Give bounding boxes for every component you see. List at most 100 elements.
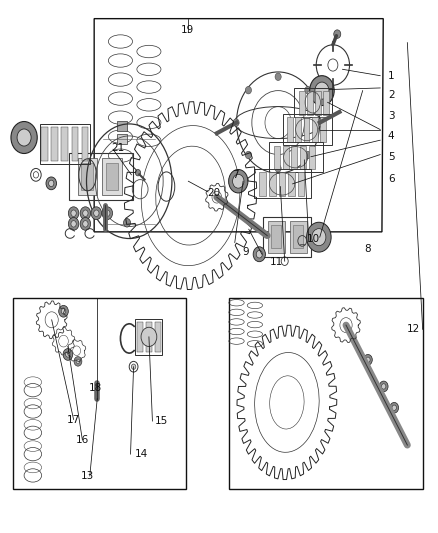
Bar — [41, 127, 48, 161]
Circle shape — [305, 86, 311, 94]
Circle shape — [71, 221, 76, 227]
Text: 2: 2 — [388, 90, 395, 100]
Circle shape — [80, 207, 91, 220]
Text: 16: 16 — [76, 435, 89, 445]
Text: 9: 9 — [242, 247, 249, 256]
Circle shape — [379, 381, 388, 392]
Bar — [294, 88, 332, 117]
Circle shape — [245, 151, 251, 159]
Text: 8: 8 — [364, 245, 371, 254]
Bar — [323, 91, 328, 115]
Circle shape — [71, 210, 76, 216]
Text: 14: 14 — [134, 449, 148, 459]
Circle shape — [83, 210, 88, 216]
Circle shape — [307, 222, 331, 252]
Bar — [320, 117, 326, 142]
Circle shape — [253, 247, 265, 262]
Circle shape — [233, 119, 239, 126]
Circle shape — [334, 30, 341, 38]
Circle shape — [17, 129, 31, 146]
Text: 7: 7 — [232, 170, 239, 180]
Circle shape — [66, 352, 70, 357]
Text: 3: 3 — [388, 111, 395, 121]
Circle shape — [94, 210, 99, 216]
Circle shape — [49, 180, 54, 187]
Bar — [155, 321, 161, 352]
Bar — [298, 172, 304, 196]
Text: 10: 10 — [307, 234, 320, 244]
Text: 12: 12 — [406, 325, 420, 334]
Text: 1: 1 — [388, 71, 395, 81]
Bar — [81, 163, 93, 190]
Circle shape — [46, 177, 57, 190]
Circle shape — [74, 357, 82, 366]
Text: 4: 4 — [388, 131, 395, 141]
Circle shape — [305, 151, 311, 159]
Bar — [299, 91, 305, 115]
Circle shape — [229, 169, 248, 193]
Circle shape — [310, 76, 334, 106]
Bar — [304, 117, 309, 142]
Circle shape — [390, 402, 399, 413]
Circle shape — [392, 405, 396, 410]
Bar — [81, 127, 88, 161]
Bar — [290, 221, 307, 253]
Text: 20: 20 — [207, 188, 220, 198]
Circle shape — [275, 73, 281, 80]
Circle shape — [102, 207, 113, 220]
Bar — [51, 127, 58, 161]
Bar — [274, 146, 280, 169]
Circle shape — [11, 122, 37, 154]
Circle shape — [124, 219, 131, 227]
Circle shape — [63, 349, 73, 360]
Text: 11: 11 — [270, 257, 283, 267]
Circle shape — [364, 354, 372, 365]
Circle shape — [317, 119, 323, 126]
Bar — [117, 134, 127, 144]
Circle shape — [61, 309, 66, 314]
Circle shape — [275, 165, 281, 172]
Bar — [229, 298, 423, 489]
Circle shape — [68, 207, 79, 220]
Circle shape — [141, 327, 157, 346]
Text: 6: 6 — [388, 174, 395, 183]
Bar — [13, 298, 186, 489]
Circle shape — [91, 207, 102, 220]
Bar — [268, 221, 285, 253]
Bar — [135, 319, 162, 355]
Bar — [315, 91, 321, 115]
Bar — [300, 146, 306, 169]
Text: 21: 21 — [111, 143, 124, 153]
Circle shape — [59, 305, 68, 317]
Circle shape — [245, 86, 251, 94]
Circle shape — [312, 229, 326, 246]
Bar — [307, 91, 313, 115]
Circle shape — [256, 251, 262, 258]
Circle shape — [131, 364, 136, 369]
Circle shape — [76, 359, 80, 364]
Text: 18: 18 — [89, 383, 102, 393]
Bar — [137, 321, 143, 352]
Bar — [283, 146, 289, 169]
Bar — [69, 153, 133, 200]
Text: 13: 13 — [81, 471, 94, 481]
Bar — [309, 146, 315, 169]
Bar — [146, 321, 152, 352]
Bar — [269, 172, 276, 196]
Bar — [288, 172, 295, 196]
Bar — [102, 158, 122, 195]
Bar — [287, 117, 293, 142]
Bar — [263, 217, 311, 257]
Bar — [283, 114, 332, 145]
Bar — [291, 146, 297, 169]
Bar — [39, 124, 90, 164]
Bar — [269, 142, 323, 172]
Text: 17: 17 — [67, 415, 80, 425]
Circle shape — [83, 221, 88, 227]
Circle shape — [80, 217, 91, 230]
Bar — [254, 169, 311, 198]
Circle shape — [381, 384, 386, 389]
Bar — [106, 163, 118, 190]
Text: 19: 19 — [181, 26, 194, 35]
Circle shape — [315, 82, 329, 99]
